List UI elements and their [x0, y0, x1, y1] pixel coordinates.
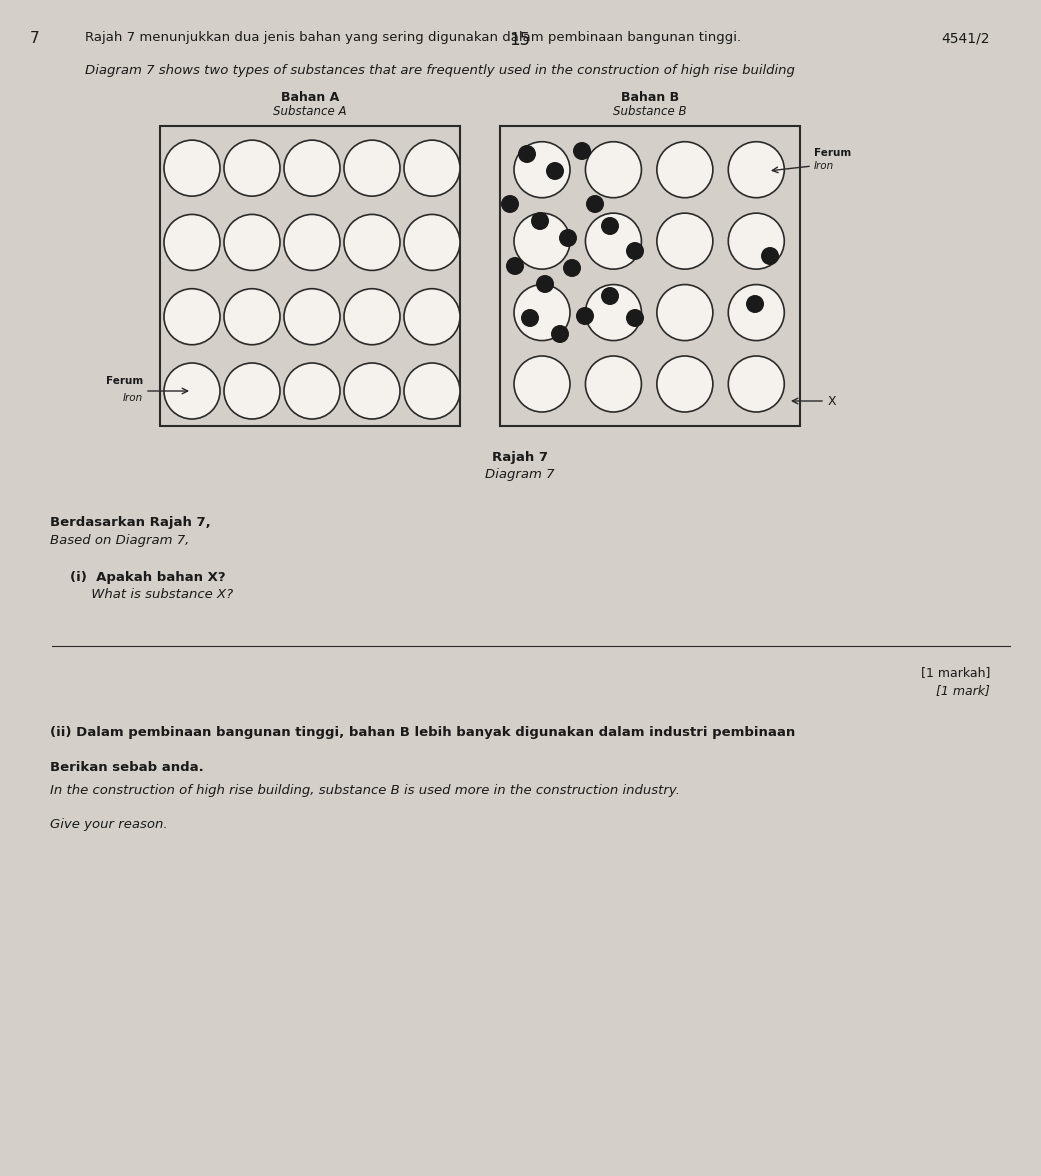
Circle shape: [514, 356, 570, 412]
Circle shape: [601, 218, 619, 235]
Text: Ferum: Ferum: [106, 376, 143, 386]
Text: Bahan B: Bahan B: [620, 91, 679, 103]
Circle shape: [586, 195, 604, 213]
Text: (ii) Dalam pembinaan bangunan tinggi, bahan B lebih banyak digunakan dalam indus: (ii) Dalam pembinaan bangunan tinggi, ba…: [50, 726, 795, 739]
Circle shape: [404, 140, 460, 196]
Circle shape: [404, 289, 460, 345]
Circle shape: [224, 214, 280, 270]
Text: [1 mark]: [1 mark]: [936, 684, 990, 697]
Circle shape: [284, 214, 340, 270]
Circle shape: [514, 142, 570, 198]
Circle shape: [344, 140, 400, 196]
Circle shape: [164, 214, 220, 270]
Circle shape: [563, 259, 581, 278]
Circle shape: [729, 142, 784, 198]
Circle shape: [514, 213, 570, 269]
Bar: [160, 126, 460, 426]
Circle shape: [729, 285, 784, 341]
Circle shape: [536, 275, 554, 293]
Text: Diagram 7 shows two types of substances that are frequently used in the construc: Diagram 7 shows two types of substances …: [85, 64, 795, 76]
Text: Bahan A: Bahan A: [281, 91, 339, 103]
Text: Iron: Iron: [123, 393, 143, 403]
Circle shape: [404, 363, 460, 419]
Circle shape: [551, 325, 569, 343]
Circle shape: [224, 363, 280, 419]
Circle shape: [284, 289, 340, 345]
Text: Berdasarkan Rajah 7,: Berdasarkan Rajah 7,: [50, 516, 210, 529]
Circle shape: [164, 363, 220, 419]
Text: 4541/2: 4541/2: [941, 31, 990, 45]
Circle shape: [284, 363, 340, 419]
Text: Iron: Iron: [814, 161, 834, 171]
Circle shape: [344, 363, 400, 419]
Text: 15: 15: [509, 31, 531, 49]
Text: 7: 7: [30, 31, 40, 46]
Circle shape: [729, 356, 784, 412]
Text: Substance B: Substance B: [613, 105, 687, 118]
Circle shape: [729, 213, 784, 269]
Text: Diagram 7: Diagram 7: [485, 468, 555, 481]
Circle shape: [531, 212, 549, 230]
Circle shape: [573, 142, 591, 160]
Bar: [500, 126, 799, 426]
Circle shape: [576, 307, 594, 325]
Circle shape: [501, 195, 519, 213]
Circle shape: [284, 140, 340, 196]
Circle shape: [224, 289, 280, 345]
Text: Berikan sebab anda.: Berikan sebab anda.: [50, 761, 204, 774]
Text: [1 markah]: [1 markah]: [920, 666, 990, 679]
Circle shape: [404, 214, 460, 270]
Circle shape: [344, 214, 400, 270]
Text: Rajah 7: Rajah 7: [492, 452, 548, 465]
Circle shape: [626, 242, 644, 260]
Circle shape: [585, 213, 641, 269]
Circle shape: [164, 289, 220, 345]
Circle shape: [545, 162, 564, 180]
Circle shape: [657, 142, 713, 198]
Circle shape: [224, 140, 280, 196]
Text: Give your reason.: Give your reason.: [50, 818, 168, 831]
Circle shape: [514, 285, 570, 341]
Circle shape: [518, 145, 536, 163]
Circle shape: [601, 287, 619, 305]
Circle shape: [585, 285, 641, 341]
Circle shape: [344, 289, 400, 345]
Circle shape: [585, 356, 641, 412]
Text: X: X: [828, 394, 837, 408]
Circle shape: [626, 309, 644, 327]
Text: (i)  Apakah bahan X?: (i) Apakah bahan X?: [70, 572, 226, 584]
Circle shape: [585, 142, 641, 198]
Text: Ferum: Ferum: [814, 148, 852, 158]
Text: In the construction of high rise building, substance B is used more in the const: In the construction of high rise buildin…: [50, 784, 680, 797]
Text: What is substance X?: What is substance X?: [70, 588, 233, 601]
Circle shape: [506, 258, 524, 275]
Circle shape: [746, 295, 764, 313]
Circle shape: [657, 285, 713, 341]
Circle shape: [520, 309, 539, 327]
Circle shape: [657, 213, 713, 269]
Circle shape: [559, 229, 577, 247]
Circle shape: [164, 140, 220, 196]
Text: Based on Diagram 7,: Based on Diagram 7,: [50, 534, 189, 547]
Circle shape: [657, 356, 713, 412]
Text: Substance A: Substance A: [273, 105, 347, 118]
Text: Rajah 7 menunjukkan dua jenis bahan yang sering digunakan dalam pembinaan bangun: Rajah 7 menunjukkan dua jenis bahan yang…: [85, 31, 741, 44]
Circle shape: [761, 247, 779, 265]
